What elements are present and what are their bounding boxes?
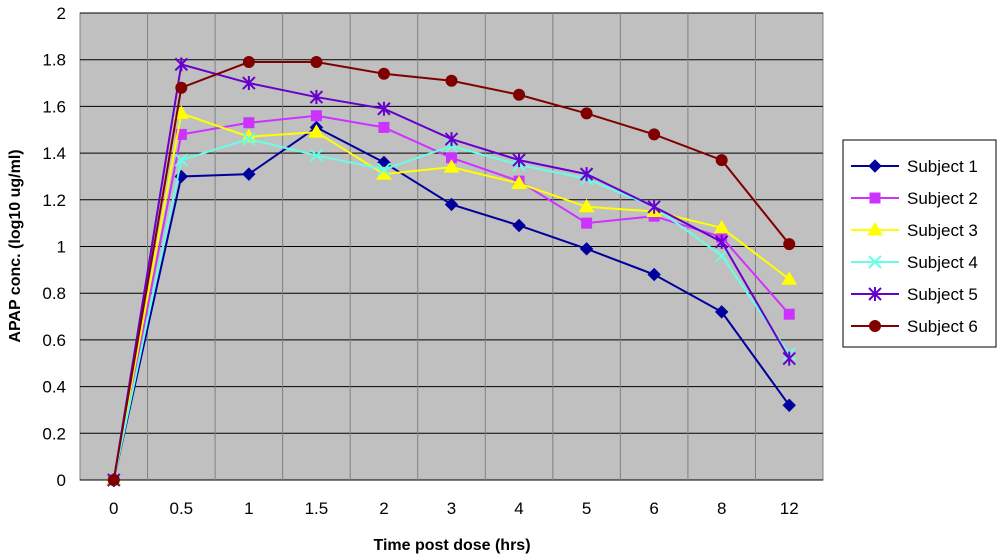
data-point: [174, 153, 189, 167]
data-point: [783, 308, 795, 320]
data-point: [511, 175, 527, 189]
data-point: [647, 199, 661, 214]
data-point: [377, 162, 391, 177]
x-tick-label: 1: [244, 499, 253, 518]
legend-item: Subject 4: [851, 253, 978, 272]
data-point: [310, 110, 322, 122]
x-tick-label: 12: [780, 499, 799, 518]
x-axis-ticks: 0 0.5 1 1.5 2 3 4 5 6 8 12: [109, 499, 799, 518]
legend-label: Subject 5: [907, 285, 978, 304]
data-point: [443, 159, 460, 173]
legend-items: Subject 1 Subject 2 Subject 3 Subject 4 Subj…: [851, 157, 978, 336]
data-point: [445, 74, 458, 87]
x-tick-label: 4: [514, 499, 523, 518]
data-point: [175, 128, 187, 140]
data-point: [578, 198, 595, 213]
legend-item: Subject 2: [851, 189, 978, 208]
legend-label: Subject 4: [907, 253, 978, 272]
legend: Subject 1 Subject 2 Subject 3 Subject 4 Subj…: [842, 139, 997, 348]
data-point: [513, 88, 526, 101]
legend-item: Subject 1: [851, 157, 978, 176]
data-point: [309, 148, 324, 163]
data-point: [310, 56, 323, 69]
data-point: [242, 76, 256, 91]
legend-box: [842, 139, 997, 348]
legend-marker: [868, 159, 882, 173]
data-point: [715, 154, 728, 167]
data-point: [175, 81, 188, 94]
data-point: [378, 121, 390, 133]
data-point: [782, 351, 796, 366]
data-point: [647, 267, 661, 282]
data-point: [579, 167, 594, 182]
legend-label: Subject 1: [907, 157, 978, 176]
x-tick-label: 1.5: [305, 499, 329, 518]
data-point: [783, 238, 796, 251]
legend-label: Subject 6: [907, 317, 978, 336]
x-tick-label: 6: [649, 499, 658, 518]
data-point: [512, 218, 526, 233]
legend-marker: [869, 192, 881, 204]
legend-marker: [868, 287, 882, 301]
y-tick-label: 0.4: [42, 378, 66, 397]
y-axis-ticks: 0 0.2 0.4 0.6 0.8 1 1.2 1.4 1.6 1.8 2: [42, 4, 66, 490]
legend-item: Subject 3: [851, 221, 978, 240]
y-tick-label: 1.6: [42, 97, 66, 116]
legend-item: Subject 6: [851, 317, 978, 336]
data-point: [377, 67, 390, 80]
x-tick-label: 0.5: [169, 499, 193, 518]
legend-label: Subject 2: [907, 189, 978, 208]
data-point: [377, 101, 391, 116]
data-point: [781, 271, 798, 285]
y-tick-label: 1.8: [42, 51, 66, 70]
data-point: [714, 305, 729, 319]
data-point: [579, 242, 594, 256]
x-axis-title: Time post dose (hrs): [373, 537, 530, 554]
x-tick-label: 8: [717, 499, 726, 518]
data-point: [308, 124, 325, 138]
y-tick-label: 0.6: [42, 331, 66, 350]
x-tick-label: 2: [379, 499, 388, 518]
data-point: [581, 217, 593, 229]
legend-item: Subject 5: [851, 285, 978, 304]
y-tick-label: 1.2: [42, 191, 66, 210]
data-point: [174, 57, 189, 72]
data-point: [242, 56, 255, 69]
data-point: [714, 234, 729, 249]
data-point: [512, 153, 526, 168]
data-point: [243, 117, 255, 129]
data-point: [713, 219, 730, 234]
y-tick-label: 1: [57, 238, 66, 257]
y-axis-title: APAP conc. (log10 ug/ml): [7, 149, 24, 342]
data-point: [648, 128, 661, 141]
series-1: [107, 120, 796, 487]
data-point: [107, 474, 120, 486]
legend-marker: [867, 222, 883, 236]
data-point: [309, 90, 324, 105]
x-tick-label: 3: [447, 499, 456, 518]
data-point: [242, 167, 256, 181]
data-point: [782, 398, 796, 412]
x-tick-label: 5: [582, 499, 591, 518]
data-point: [580, 107, 593, 120]
legend-marker: [868, 255, 882, 269]
data-point: [242, 132, 256, 146]
series-6: [107, 56, 796, 486]
data-point: [444, 197, 459, 212]
legend-marker: [869, 320, 881, 332]
y-tick-label: 0.8: [42, 284, 66, 303]
y-tick-label: 1.4: [42, 144, 66, 163]
y-tick-label: 0.2: [42, 424, 66, 443]
y-tick-label: 2: [57, 4, 66, 23]
legend-label: Subject 3: [907, 221, 978, 240]
x-tick-label: 0: [109, 499, 118, 518]
y-tick-label: 0: [57, 471, 66, 490]
data-point: [714, 249, 729, 263]
data-point: [444, 132, 459, 147]
series-group: [105, 56, 798, 487]
